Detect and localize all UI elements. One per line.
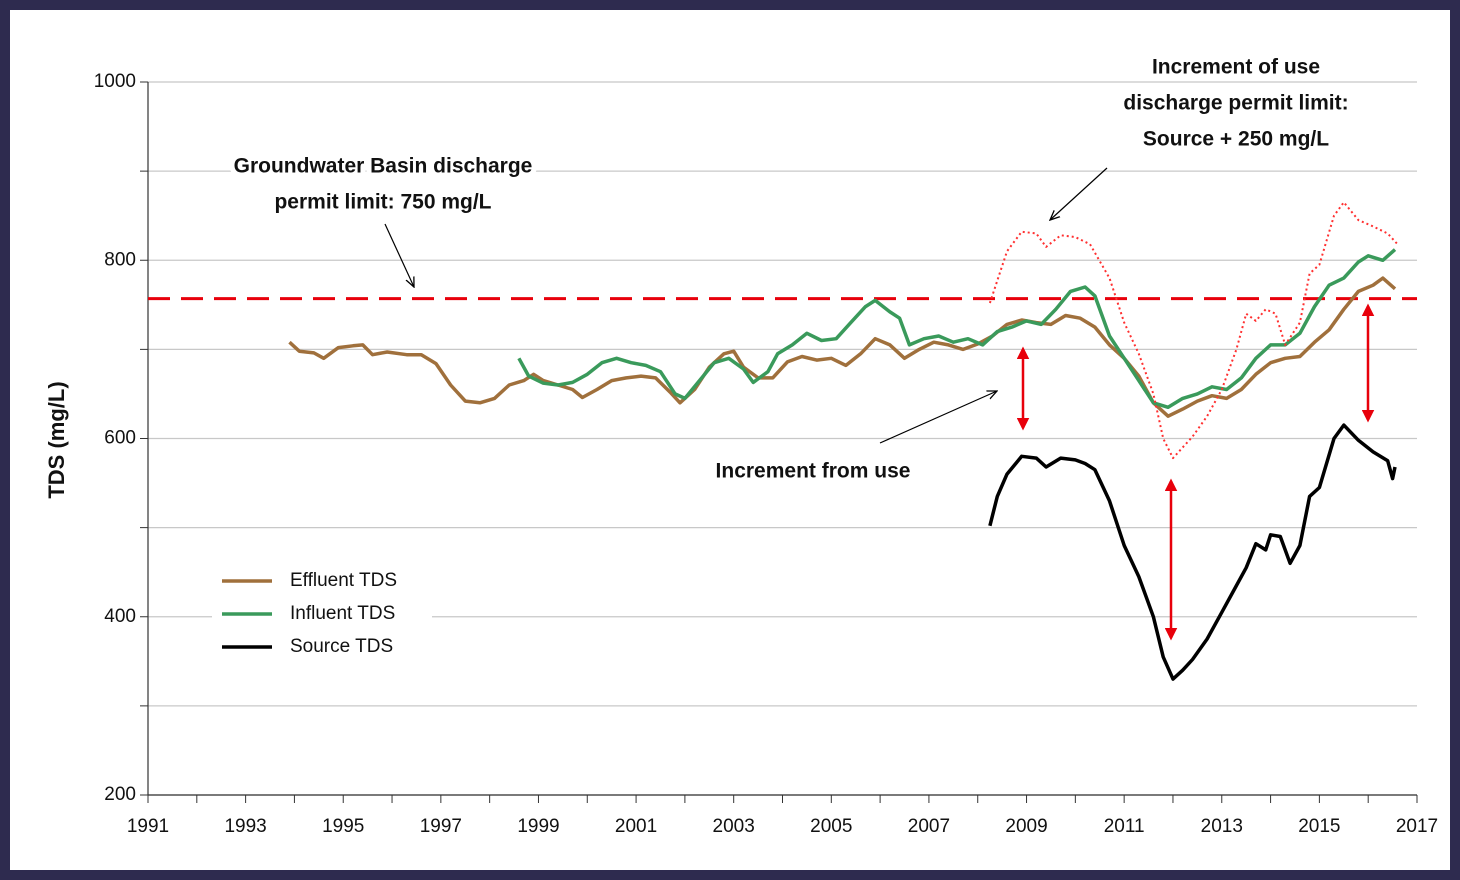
annotation-pointer bbox=[1050, 167, 1108, 220]
x-tick-label: 1993 bbox=[224, 816, 266, 837]
y-tick-label: 400 bbox=[104, 606, 136, 627]
legend-label: Source TDS bbox=[290, 636, 393, 657]
y-tick-label: 200 bbox=[104, 784, 136, 805]
annotation: discharge permit limit: bbox=[1123, 92, 1348, 115]
annotation-pointer bbox=[384, 223, 414, 287]
x-tick-label: 2011 bbox=[1104, 816, 1145, 837]
y-tick-label: 800 bbox=[104, 249, 136, 270]
series-line bbox=[988, 423, 1397, 681]
x-tick-label: 1995 bbox=[322, 816, 364, 837]
panel bbox=[10, 10, 1450, 870]
legend-label: Effluent TDS bbox=[290, 570, 397, 591]
y-tick-label: 1000 bbox=[94, 71, 136, 92]
y-tick-label: 600 bbox=[104, 428, 136, 449]
x-tick-label: 2005 bbox=[810, 816, 852, 837]
annotation: Source + 250 mg/L bbox=[1143, 128, 1329, 151]
x-tick-label: 2007 bbox=[908, 816, 950, 837]
y-axis-label: TDS (mg/L) bbox=[44, 381, 69, 498]
series-line bbox=[517, 248, 1397, 410]
x-tick-label: 1999 bbox=[517, 816, 559, 837]
x-tick-label: 2017 bbox=[1396, 816, 1438, 837]
annotation: permit limit: 750 mg/L bbox=[274, 191, 491, 214]
legend-label: Influent TDS bbox=[290, 603, 395, 624]
annotation: Groundwater Basin discharge bbox=[234, 155, 533, 178]
series-line bbox=[988, 201, 1399, 460]
x-tick-label: 1991 bbox=[127, 816, 169, 837]
annotation: Increment of use bbox=[1152, 56, 1320, 79]
series-line bbox=[288, 276, 1397, 418]
annotation-pointer bbox=[879, 391, 997, 444]
x-tick-label: 2001 bbox=[615, 816, 657, 837]
x-tick-label: 2015 bbox=[1298, 816, 1340, 837]
x-tick-label: 2003 bbox=[713, 816, 755, 837]
x-tick-label: 2013 bbox=[1201, 816, 1243, 837]
annotation: Increment from use bbox=[716, 460, 911, 483]
x-tick-label: 2009 bbox=[1005, 816, 1047, 837]
plot-area: 200 400 600 800 1000 1991 1993 1995 1997 1999 2001… bbox=[44, 51, 1438, 837]
x-tick-label: 1997 bbox=[420, 816, 462, 837]
